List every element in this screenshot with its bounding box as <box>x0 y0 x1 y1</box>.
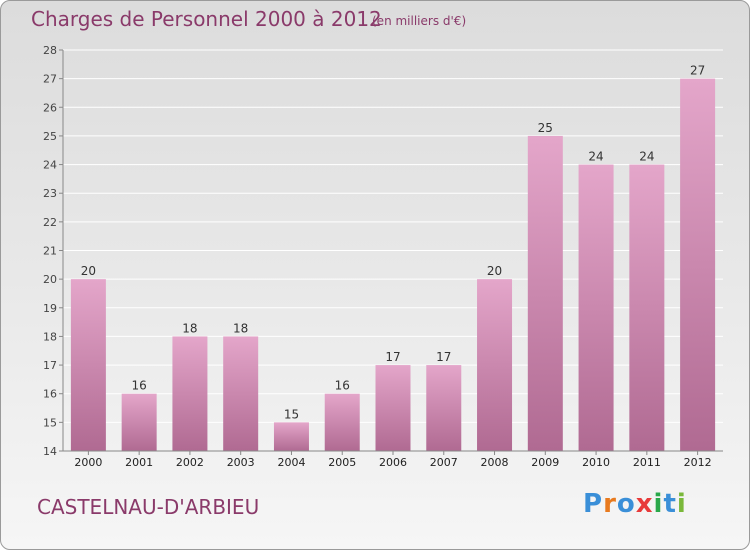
data-label: 25 <box>538 121 553 135</box>
bar <box>578 164 614 452</box>
y-tick-label: 24 <box>43 159 57 172</box>
data-label: 24 <box>588 150 603 164</box>
y-tick-label: 21 <box>43 245 57 258</box>
logo-letter: x <box>635 489 654 519</box>
chart-subtitle: (en milliers d'€) <box>372 14 467 28</box>
data-label: 18 <box>182 321 197 335</box>
y-tick-label: 23 <box>43 187 57 200</box>
bar <box>629 164 665 452</box>
bar <box>680 78 716 452</box>
logo-letter: P <box>583 489 604 519</box>
data-label: 15 <box>284 407 299 421</box>
proxiti-logo: Proxiti <box>583 489 687 519</box>
x-tick-label: 2011 <box>633 456 661 469</box>
y-tick-label: 20 <box>43 273 57 286</box>
x-tick-label: 2003 <box>227 456 255 469</box>
y-tick-label: 15 <box>43 416 57 429</box>
bar <box>172 336 208 451</box>
data-label: 24 <box>639 150 654 164</box>
chart-title: Charges de Personnel 2000 à 2012 <box>31 7 382 31</box>
y-tick-label: 18 <box>43 330 57 343</box>
x-tick-label: 2008 <box>481 456 509 469</box>
bar <box>223 336 259 451</box>
y-tick-label: 14 <box>43 445 57 458</box>
logo-letter: i <box>653 489 664 519</box>
x-tick-label: 2001 <box>125 456 153 469</box>
x-tick-label: 2000 <box>74 456 102 469</box>
y-tick-label: 19 <box>43 302 57 315</box>
bar <box>426 365 462 451</box>
logo-letter: r <box>603 489 617 519</box>
y-tick-label: 27 <box>43 73 57 86</box>
axes <box>59 49 723 455</box>
data-label: 17 <box>385 350 400 364</box>
bar <box>70 279 106 451</box>
bar <box>375 365 411 451</box>
data-label: 20 <box>487 264 502 278</box>
y-tick-label: 16 <box>43 388 57 401</box>
bar <box>477 279 513 451</box>
x-tick-label: 2002 <box>176 456 204 469</box>
y-tick-label: 22 <box>43 216 57 229</box>
x-tick-label: 2006 <box>379 456 407 469</box>
y-tick-label: 17 <box>43 359 57 372</box>
logo-letter: o <box>616 489 636 519</box>
logo-letter: i <box>676 489 687 519</box>
bar <box>324 393 360 451</box>
y-tick-label: 28 <box>43 44 57 57</box>
y-tick-label: 25 <box>43 130 57 143</box>
bar <box>121 393 157 451</box>
y-tick-label: 26 <box>43 101 57 114</box>
logo-letter: t <box>663 489 677 519</box>
data-label: 16 <box>335 379 350 393</box>
data-label: 17 <box>436 350 451 364</box>
bars <box>70 78 716 452</box>
bar <box>527 135 563 451</box>
x-tick-label: 2004 <box>277 456 305 469</box>
x-tick-label: 2012 <box>684 456 712 469</box>
data-label: 20 <box>81 264 96 278</box>
x-tick-label: 2005 <box>328 456 356 469</box>
labels: 14 15 16 17 18 19 20 21 22 23 24 25 26 27 28 20 2000 16 20… <box>43 44 712 469</box>
bar <box>273 422 309 451</box>
x-tick-label: 2007 <box>430 456 458 469</box>
x-tick-label: 2010 <box>582 456 610 469</box>
data-label: 27 <box>690 64 705 78</box>
x-tick-label: 2009 <box>531 456 559 469</box>
data-label: 16 <box>132 379 147 393</box>
data-label: 18 <box>233 321 248 335</box>
commune-name: CASTELNAU-D'ARBIEU <box>37 495 260 519</box>
